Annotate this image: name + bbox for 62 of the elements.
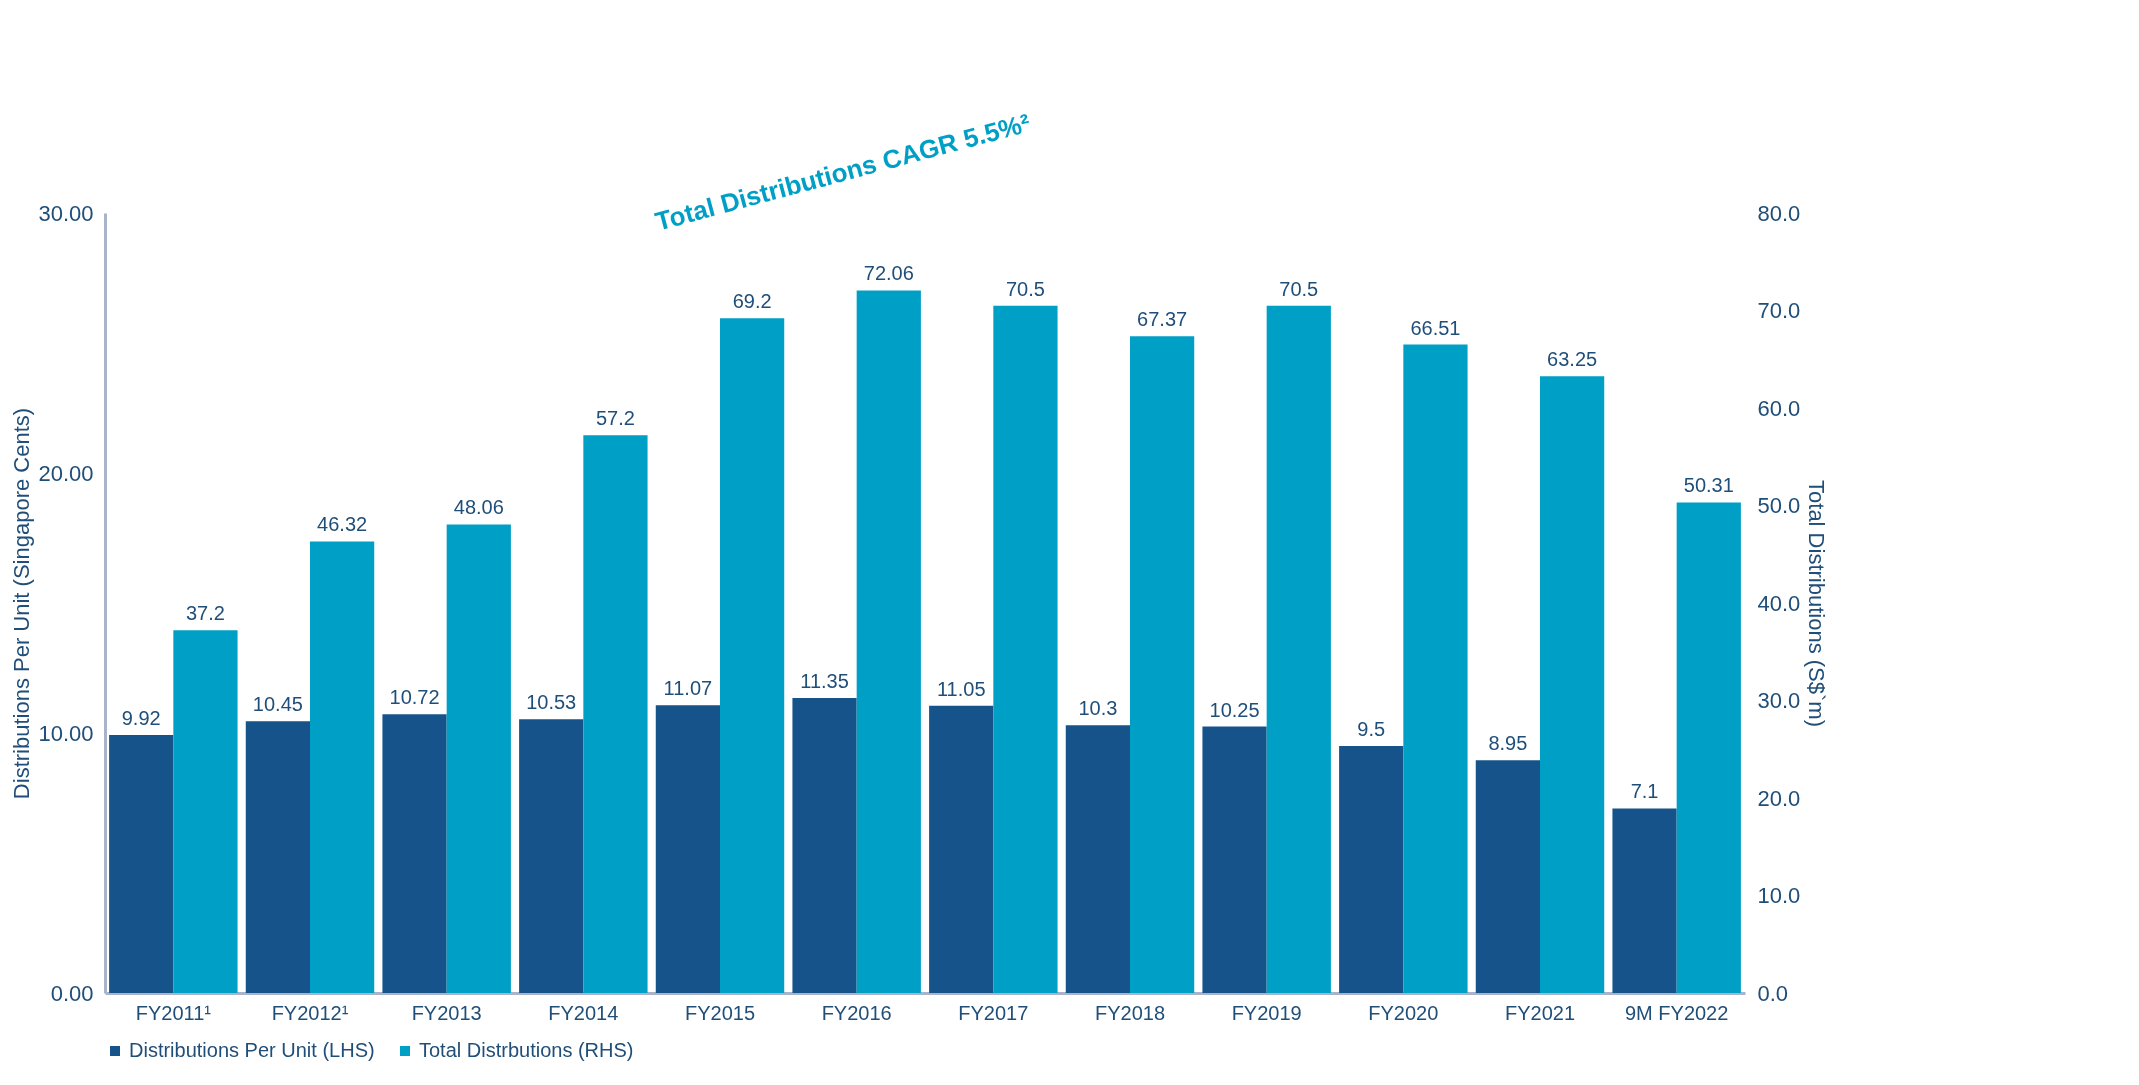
data-label: 8.95 bbox=[1488, 732, 1528, 755]
y-tick-label: 10.00 bbox=[38, 720, 94, 746]
data-label: 10.45 bbox=[252, 693, 303, 716]
x-tick-label: 9M FY2022 bbox=[1624, 1001, 1729, 1024]
x-tick-label: FY2011¹ bbox=[135, 1001, 212, 1024]
x-tick-label: FY2021 bbox=[1504, 1001, 1576, 1024]
y-tick-label: 0.00 bbox=[50, 980, 94, 1006]
bar bbox=[1266, 305, 1331, 993]
data-label: 10.3 bbox=[1078, 697, 1118, 720]
x-tick-label: FY2016 bbox=[821, 1001, 892, 1024]
y-tick-label: 30.00 bbox=[38, 200, 94, 226]
data-label: 57.2 bbox=[595, 407, 635, 430]
data-label: 70.5 bbox=[1279, 277, 1319, 300]
data-label: 67.37 bbox=[1137, 308, 1188, 331]
y2-axis-title: Total Distributions (S$`m) bbox=[1804, 480, 1830, 727]
data-label: 7.1 bbox=[1630, 780, 1659, 803]
data-label: 10.25 bbox=[1209, 698, 1260, 721]
x-tick-label: FY2014 bbox=[548, 1001, 619, 1024]
data-label: 69.2 bbox=[732, 290, 772, 313]
bar bbox=[1403, 344, 1468, 993]
x-tick-label: FY2020 bbox=[1368, 1001, 1439, 1024]
legend-label: Distributions Per Unit (LHS) bbox=[129, 1039, 375, 1061]
bar bbox=[856, 290, 921, 993]
bar bbox=[583, 435, 648, 993]
y-axis-title: Distributions Per Unit (Singapore Cents) bbox=[9, 407, 35, 800]
x-tick-label: FY2013 bbox=[411, 1001, 482, 1024]
data-label: 11.05 bbox=[936, 677, 986, 700]
x-tick-label: FY2017 bbox=[958, 1001, 1029, 1024]
y2-tick-label: 50.0 bbox=[1757, 493, 1801, 518]
data-label: 11.07 bbox=[663, 677, 713, 700]
data-label: 50.31 bbox=[1683, 474, 1734, 497]
y2-tick-label: 10.0 bbox=[1757, 883, 1801, 908]
x-tick-label: FY2015 bbox=[684, 1001, 756, 1024]
bar bbox=[1130, 336, 1195, 993]
data-label: 63.25 bbox=[1547, 348, 1598, 371]
y2-tick-label: 40.0 bbox=[1757, 590, 1801, 616]
x-tick-label: FY2018 bbox=[1094, 1001, 1166, 1024]
data-label: 48.06 bbox=[453, 496, 504, 519]
y-tick-label: 20.00 bbox=[38, 460, 94, 486]
y2-tick-label: 60.0 bbox=[1757, 395, 1801, 421]
x-tick-label: FY2019 bbox=[1231, 1001, 1302, 1024]
data-label: 9.5 bbox=[1357, 718, 1386, 740]
data-label: 37.2 bbox=[185, 602, 225, 625]
bar bbox=[1676, 502, 1741, 993]
y2-tick-label: 70.0 bbox=[1757, 298, 1801, 323]
y2-tick-label: 0.0 bbox=[1757, 980, 1789, 1006]
data-label: 70.5 bbox=[1005, 277, 1045, 300]
y2-tick-label: 20.0 bbox=[1757, 785, 1801, 811]
data-label: 9.92 bbox=[121, 707, 161, 730]
data-label: 46.32 bbox=[317, 513, 368, 536]
data-label: 10.53 bbox=[526, 691, 577, 714]
data-label: 72.06 bbox=[863, 262, 914, 285]
y2-tick-label: 80.0 bbox=[1757, 200, 1801, 226]
bar bbox=[1540, 376, 1605, 993]
legend-label: Total Distrbutions (RHS) bbox=[419, 1039, 634, 1061]
data-label: 66.51 bbox=[1410, 316, 1461, 339]
bar bbox=[720, 318, 785, 993]
y2-tick-label: 30.0 bbox=[1757, 688, 1801, 713]
data-label: 11.35 bbox=[800, 669, 849, 692]
x-tick-label: FY2012¹ bbox=[271, 1001, 349, 1024]
bar bbox=[993, 305, 1058, 993]
data-label: 10.72 bbox=[389, 686, 440, 709]
